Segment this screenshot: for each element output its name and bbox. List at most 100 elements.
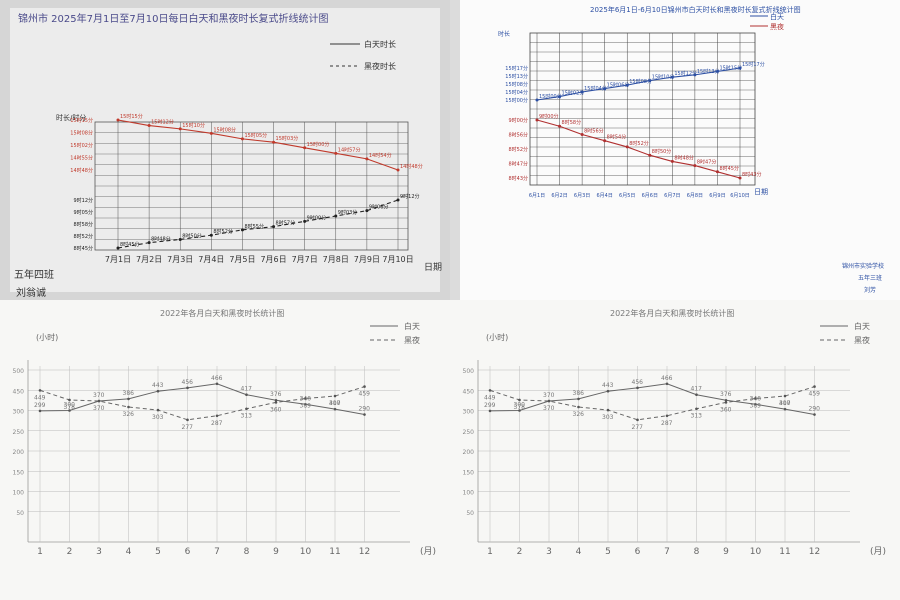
x-tick-label: 7月6日 [260,255,286,264]
x-tick-label: 3 [96,547,102,557]
data-label: 15时10分 [652,74,675,81]
data-label: 443 [602,382,614,389]
x-tick-label: 7月7日 [292,255,318,264]
data-point-day [303,146,307,150]
data-point-night [625,145,629,149]
data-label: 15时12分 [151,119,174,126]
data-label: 14时54分 [369,152,392,159]
data-label: 8时52分 [629,140,649,147]
y-tick-label: 9时05分 [73,209,93,216]
x-tick-label: 9 [723,547,729,557]
data-label: 8时55分 [244,223,264,230]
data-point-day [245,393,248,397]
data-point-day [715,69,719,73]
data-label: 8时45分 [719,165,739,172]
data-point-night [240,228,244,232]
data-point-night [813,385,816,388]
x-tick-label: 5 [155,547,161,557]
y-tick-label: 200 [13,449,25,456]
data-point-night [147,241,151,245]
data-label: 326 [573,411,585,418]
data-point-day [178,127,182,131]
data-point-day [68,409,71,412]
x-tick-label: 9 [273,547,279,557]
data-point-night [724,401,728,404]
y-axis-unit: (小时) [36,332,58,342]
data-point-day [580,90,584,94]
y-tick-label: 500 [13,368,25,375]
data-point-night [127,405,130,409]
data-label: 466 [211,375,223,382]
data-point-night [38,389,42,392]
data-label: 277 [632,424,644,431]
data-point-day [625,83,629,87]
data-label: 15时12分 [674,70,697,77]
x-tick-label: 6 [635,547,641,557]
data-label: 386 [123,390,135,397]
series-line-night [39,386,365,421]
data-label: 8时58分 [562,119,582,126]
data-point-day [334,151,338,155]
monthly-chart-svg: 2022年各月白天和黑夜时长统计图 白天 黑夜 (小时) (月) 5004503… [13,308,436,557]
data-label: 303 [602,414,614,421]
legend-day-label: 白天 [770,12,784,21]
x-axis-unit: 日期 [754,188,768,196]
data-point-night [178,237,182,241]
data-point-day [333,407,337,411]
x-tick-label: 7 [214,547,220,557]
y-tick-label: 15时08分 [70,130,93,137]
data-label: 15时13分 [697,68,720,75]
data-point-night [648,153,652,157]
y-tick-label: 200 [463,449,475,456]
series-line-day [489,383,815,416]
data-point-day [156,389,160,393]
data-label: 417 [691,386,703,393]
data-point-night [715,170,719,174]
data-label: 459 [809,391,821,398]
footer-name: 刘翁诚 [16,286,46,299]
data-label: 310 [779,400,791,407]
y-tick-label: 300 [13,409,25,416]
x-tick-label: 7月2日 [136,255,162,264]
data-label: 15时10分 [182,122,205,129]
data-label: 449 [484,394,496,401]
data-point-night [603,139,607,143]
y-tick-label: 8时52分 [73,233,93,240]
y-tick-label: 8时58分 [73,221,93,228]
july-chart-svg: 锦州市 2025年7月1日至7月10日每日白天和黑夜时长复式折线统计图 白天时长… [10,8,442,299]
data-point-night [334,214,338,218]
data-point-day [783,407,787,411]
panel-july-chart: 锦州市 2025年7月1日至7月10日每日白天和黑夜时长复式折线统计图 白天时长… [0,0,450,300]
data-point-night [636,418,639,422]
data-point-day [488,409,492,413]
data-label: 15时06分 [607,82,630,89]
x-tick-label: 6 [185,547,191,557]
data-label: 8时52分 [213,228,233,235]
y-tick-label: 100 [463,490,475,497]
y-axis-unit: 时长 [498,30,510,38]
data-point-night [695,407,698,411]
x-tick-label: 6月7日 [664,193,680,199]
data-point-night [488,389,492,392]
x-tick-label: 11 [779,547,790,557]
data-point-day [693,73,697,77]
footer-class: 五年三班 [858,274,882,282]
series-line-day [39,383,365,416]
data-point-day [38,409,42,413]
data-point-night [577,405,580,409]
y-tick-label: 450 [463,388,475,395]
data-label: 15时00分 [539,93,562,100]
x-tick-label: 6月5日 [619,193,635,199]
data-point-night [186,418,189,422]
x-tick-label: 5 [605,547,611,557]
data-label: 443 [152,382,164,389]
data-point-day [558,95,562,99]
data-label: 15时02分 [562,90,585,97]
data-label: 299 [484,402,496,409]
data-point-night [558,124,562,128]
y-tick-label: 9时12分 [73,197,93,204]
data-label: 8时50分 [652,148,672,155]
data-label: 370 [93,392,105,399]
x-axis-unit: 日期 [424,262,442,273]
data-point-day [695,393,698,397]
